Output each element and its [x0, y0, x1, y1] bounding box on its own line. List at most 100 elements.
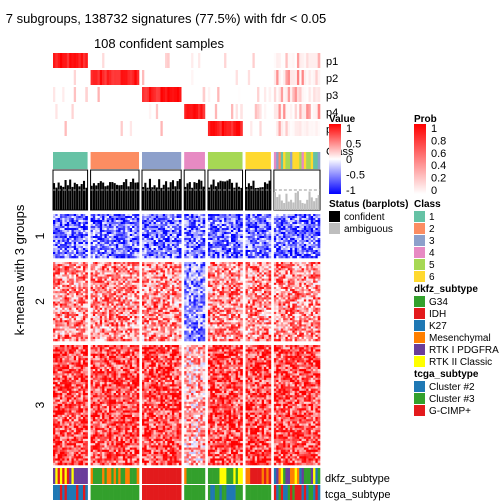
heatmap-cell — [195, 254, 199, 257]
heatmap-cell — [174, 270, 177, 273]
heatmap-cell — [104, 220, 108, 223]
heatmap-cell — [144, 289, 147, 292]
heatmap-cell — [59, 222, 63, 225]
heatmap-cell — [115, 270, 119, 273]
heatmap-cell — [294, 226, 298, 229]
heatmap-cell — [250, 226, 253, 229]
heatmap-cell — [57, 236, 61, 239]
heatmap-cell — [80, 238, 84, 241]
heatmap-cell — [210, 238, 213, 241]
prob-cell — [169, 53, 173, 68]
heatmap-cell — [129, 228, 133, 231]
heatmap-cell — [235, 282, 239, 286]
heatmap-cell — [82, 234, 86, 237]
heatmap-cell — [226, 224, 229, 227]
heatmap-cell — [233, 238, 236, 241]
heatmap-cell — [90, 293, 94, 296]
heatmap-cell — [237, 284, 241, 288]
heatmap-cell — [111, 252, 114, 255]
heatmap-cell — [169, 280, 173, 284]
heatmap-cell — [78, 246, 81, 249]
heatmap-cell — [310, 274, 314, 277]
heatmap-cell — [273, 214, 277, 217]
prob-cell — [212, 87, 216, 102]
heatmap-cell — [231, 274, 234, 277]
heatmap-cell — [259, 256, 262, 259]
heatmap-cell — [76, 244, 79, 247]
heatmap-cell — [221, 282, 225, 286]
heatmap-cell — [106, 272, 110, 275]
heatmap-cell — [125, 226, 128, 229]
heatmap-cell — [136, 284, 140, 288]
heatmap-cell — [53, 218, 56, 221]
heatmap-cell — [235, 293, 239, 296]
heatmap-cell — [55, 286, 58, 290]
heatmap-cell — [315, 266, 318, 269]
heatmap-cell — [217, 214, 220, 217]
heatmap-cell — [73, 266, 77, 269]
heatmap-cell — [106, 234, 110, 237]
heatmap-cell — [254, 280, 258, 284]
heatmap-cell — [136, 274, 140, 277]
heatmap-cell — [99, 220, 103, 223]
heatmap-cell — [285, 266, 289, 269]
prob-cell — [247, 70, 251, 85]
heatmap-cell — [59, 228, 63, 231]
heatmap-cell — [142, 254, 145, 257]
prob-cell — [219, 53, 223, 68]
heatmap-cell — [280, 282, 284, 286]
prob-cell — [80, 87, 84, 102]
heatmap-cell — [290, 266, 293, 269]
heatmap-cell — [148, 230, 152, 233]
heatmap-cell — [202, 246, 206, 249]
heatmap-cell — [97, 266, 101, 269]
heatmap-cell — [53, 216, 56, 219]
heatmap-cell — [217, 270, 220, 273]
heatmap-cell — [290, 286, 293, 290]
heatmap-cell — [127, 224, 131, 227]
heatmap-cell — [207, 264, 211, 267]
silhouette-bar — [259, 187, 262, 210]
heatmap-cell — [231, 254, 234, 257]
heatmap-cell — [76, 250, 79, 253]
heatmap-cell — [97, 218, 101, 221]
heatmap-cell — [158, 280, 161, 284]
heatmap-cell — [219, 214, 223, 217]
heatmap-cell — [59, 278, 63, 282]
heatmap-cell — [306, 216, 309, 219]
heatmap-cell — [310, 262, 314, 265]
heatmap-cell — [55, 224, 58, 227]
heatmap-cell — [214, 250, 218, 253]
heatmap-cell — [153, 242, 157, 245]
heatmap-cell — [176, 274, 180, 277]
heatmap-cell — [162, 270, 166, 273]
heatmap-cell — [240, 236, 243, 239]
heatmap-cell — [280, 236, 284, 239]
heatmap-cell — [231, 256, 234, 259]
heatmap-cell — [285, 278, 289, 282]
heatmap-cell — [261, 264, 265, 267]
heatmap-cell — [148, 286, 152, 290]
heatmap-cell — [109, 234, 112, 237]
heatmap-cell — [69, 254, 72, 257]
heatmap-cell — [162, 286, 166, 290]
heatmap-cell — [71, 270, 75, 273]
heatmap-cell — [129, 266, 133, 269]
heatmap-cell — [254, 262, 258, 265]
heatmap-cell — [191, 282, 194, 286]
heatmap-cell — [66, 254, 70, 257]
heatmap-cell — [245, 284, 249, 288]
heatmap-cell — [184, 266, 187, 269]
heatmap-cell — [317, 262, 321, 265]
heatmap-cell — [210, 224, 213, 227]
heatmap-cell — [283, 274, 286, 277]
heatmap-cell — [252, 264, 256, 267]
heatmap-cell — [237, 220, 241, 223]
heatmap-cell — [106, 295, 110, 298]
heatmap-cell — [111, 295, 114, 298]
heatmap-cell — [144, 240, 147, 243]
heatmap-cell — [299, 256, 302, 259]
heatmap-cell — [118, 248, 121, 251]
heatmap-cell — [186, 268, 190, 271]
heatmap-cell — [278, 262, 282, 265]
